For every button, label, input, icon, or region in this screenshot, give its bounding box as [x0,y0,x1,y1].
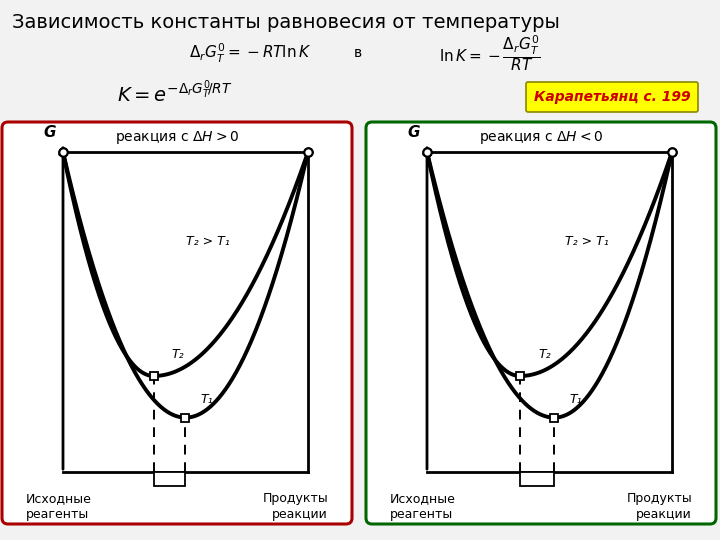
Polygon shape [181,414,189,422]
Text: реакция с $\Delta H > 0$: реакция с $\Delta H > 0$ [115,129,239,145]
Text: Исходные
реагенты: Исходные реагенты [26,492,92,521]
Polygon shape [516,372,524,380]
Text: Карапетьянц с. 199: Карапетьянц с. 199 [534,90,690,104]
Text: $\ln K = -\dfrac{\Delta_r G_T^0}{RT}$: $\ln K = -\dfrac{\Delta_r G_T^0}{RT}$ [439,33,541,73]
FancyBboxPatch shape [366,122,716,524]
Text: $\Delta_r G_T^0 = -RT\ln K$: $\Delta_r G_T^0 = -RT\ln K$ [189,42,311,65]
Bar [154,472,185,486]
Text: T₂ > T₁: T₂ > T₁ [565,235,609,248]
Text: G: G [43,125,56,140]
Text: T₁: T₁ [200,393,213,406]
Text: T₂ > T₁: T₂ > T₁ [186,235,230,248]
FancyBboxPatch shape [2,122,352,524]
Text: $K = e^{-\Delta_r G_T^0\!/RT}$: $K = e^{-\Delta_r G_T^0\!/RT}$ [117,80,233,106]
Text: Продукты
реакции: Продукты реакции [626,492,692,521]
Bar [521,472,554,486]
Text: T₂: T₂ [539,348,551,361]
Text: в: в [354,46,362,60]
Text: Продукты
реакции: Продукты реакции [262,492,328,521]
Text: T₁: T₁ [569,393,582,406]
Text: Зависимость константы равновесия от температуры: Зависимость константы равновесия от темп… [12,13,560,32]
Text: G: G [408,125,420,140]
Polygon shape [150,372,158,380]
FancyBboxPatch shape [526,82,698,112]
Text: Исходные
реагенты: Исходные реагенты [390,492,456,521]
Text: реакция с $\Delta H < 0$: реакция с $\Delta H < 0$ [479,129,603,145]
Polygon shape [550,414,558,422]
Text: T₂: T₂ [172,348,184,361]
